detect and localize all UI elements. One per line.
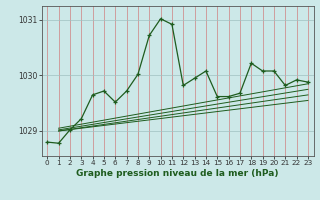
X-axis label: Graphe pression niveau de la mer (hPa): Graphe pression niveau de la mer (hPa)	[76, 169, 279, 178]
